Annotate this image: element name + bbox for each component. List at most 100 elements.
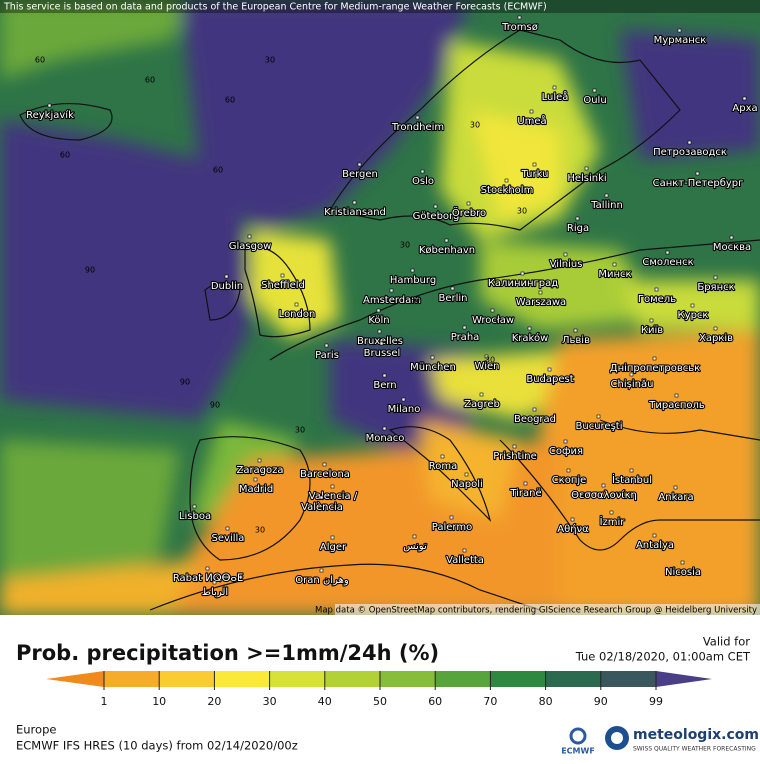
- city-marker: [377, 329, 382, 334]
- city-marker: [382, 373, 387, 378]
- colorbar-segment: [159, 671, 215, 687]
- city-marker: [490, 308, 495, 313]
- city-label: Lisboa: [179, 511, 211, 522]
- ecmwf-logo: ECMWF: [561, 727, 595, 756]
- city-label: Glasgow: [229, 241, 272, 252]
- city-marker: [677, 28, 682, 33]
- city-label: Palermo: [432, 522, 472, 533]
- city-marker: [280, 273, 285, 278]
- model-run: ECMWF IFS HRES (10 days) from 02/14/2020…: [16, 739, 298, 753]
- colorbar-tick-label: 20: [207, 695, 221, 708]
- city-marker: [674, 393, 679, 398]
- contour-label: 30: [470, 121, 480, 130]
- colorbar: 1 10 20 30 40 50 60 70 80 90 99: [46, 671, 712, 708]
- city-marker: [713, 326, 718, 331]
- colorbar-segment: [104, 671, 160, 687]
- notice-bar: [0, 0, 760, 13]
- city-label: Sevilla: [212, 533, 245, 544]
- city-marker: [192, 504, 197, 509]
- city-label: Арха: [732, 103, 757, 114]
- city-label: Скопје: [552, 474, 587, 486]
- city-marker: [547, 367, 552, 372]
- city-label: Tromsø: [501, 22, 538, 33]
- city-label: Rabat ⵍⵕⴱⴰⵟ: [173, 573, 243, 584]
- city-marker: [324, 343, 329, 348]
- city-label: Минск: [598, 269, 631, 280]
- city-label: Vilnius: [550, 259, 583, 270]
- city-marker: [212, 580, 217, 585]
- city-label: Köln: [368, 315, 389, 326]
- city-label: الرباط: [202, 587, 228, 598]
- city-label: Nicosia: [665, 567, 701, 578]
- city-marker: [570, 517, 575, 522]
- city-marker: [654, 287, 659, 292]
- city-marker: [742, 96, 747, 101]
- city-label: Kristiansand: [324, 207, 386, 218]
- region: Europe: [16, 723, 56, 737]
- city-marker: [466, 201, 471, 206]
- city-marker: [319, 568, 324, 573]
- city-label: Курск: [678, 310, 709, 321]
- contour-label: 60: [213, 166, 223, 175]
- city-marker: [415, 115, 420, 120]
- city-label: Barcelona: [300, 469, 350, 480]
- city-label: Praha: [451, 332, 480, 343]
- city-label: Madrid: [239, 484, 273, 495]
- city-label: Alger: [320, 542, 347, 553]
- city-marker: [652, 356, 657, 361]
- contour-label: 30: [517, 207, 527, 216]
- city-marker: [357, 162, 362, 167]
- city-label: Wrocław: [472, 315, 514, 326]
- city-label: Turku: [521, 169, 549, 180]
- city-marker: [563, 439, 568, 444]
- city-label: Wien: [475, 361, 500, 372]
- city-marker: [520, 271, 525, 276]
- city-marker: [573, 328, 578, 333]
- map-attribution: Map data © OpenStreetMap contributors, r…: [315, 606, 757, 616]
- city-label: İzmir: [600, 515, 626, 528]
- valid-time: Tue 02/18/2020, 01:00am CET: [575, 650, 751, 664]
- city-label: Brussel: [364, 348, 401, 359]
- city-label: Chișinău: [611, 379, 654, 390]
- contour-label: 30: [485, 356, 495, 365]
- city-marker: [680, 560, 685, 565]
- city-marker: [401, 397, 406, 402]
- city-marker: [523, 481, 528, 486]
- colorbar-segment: [545, 671, 602, 687]
- colorbar-tick-label: 90: [594, 695, 608, 708]
- city-marker: [382, 426, 387, 431]
- contour-label: 30: [410, 296, 420, 305]
- meteologix-logo: meteologix.com SWISS QUALITY WEATHER FOR…: [605, 726, 759, 753]
- city-marker: [257, 458, 262, 463]
- colorbar-tick-label: 10: [152, 695, 166, 708]
- city-marker: [462, 325, 467, 330]
- map-field: [0, 0, 760, 615]
- colorbar-segment: [214, 671, 271, 687]
- city-label: Дніпропетровськ: [610, 362, 700, 374]
- city-marker: [379, 341, 384, 346]
- contour-label: 60: [145, 76, 155, 85]
- city-label: Tiranë: [509, 488, 541, 499]
- city-label: Stockholm: [481, 185, 534, 196]
- city-marker: [444, 238, 449, 243]
- city-marker: [687, 140, 692, 145]
- city-marker: [464, 472, 469, 477]
- colorbar-segment: [324, 671, 381, 687]
- attribution-bg: [335, 604, 760, 615]
- city-label: Valencia /: [309, 491, 358, 502]
- ecmwf-logo-text: ECMWF: [561, 747, 595, 756]
- city-marker: [604, 193, 609, 198]
- city-marker: [601, 483, 606, 488]
- city-marker: [575, 216, 580, 221]
- brand-tagline: SWISS QUALITY WEATHER FORECASTING: [633, 746, 756, 753]
- city-marker: [247, 234, 252, 239]
- city-marker: [389, 288, 394, 293]
- city-marker: [629, 468, 634, 473]
- city-label: Paris: [315, 350, 339, 361]
- city-marker: [612, 262, 617, 267]
- city-label: Zaragoza: [236, 465, 283, 476]
- city-marker: [596, 414, 601, 419]
- city-label: Θεσσαλονίκη: [571, 489, 637, 501]
- city-marker: [566, 468, 571, 473]
- city-label: London: [279, 309, 316, 320]
